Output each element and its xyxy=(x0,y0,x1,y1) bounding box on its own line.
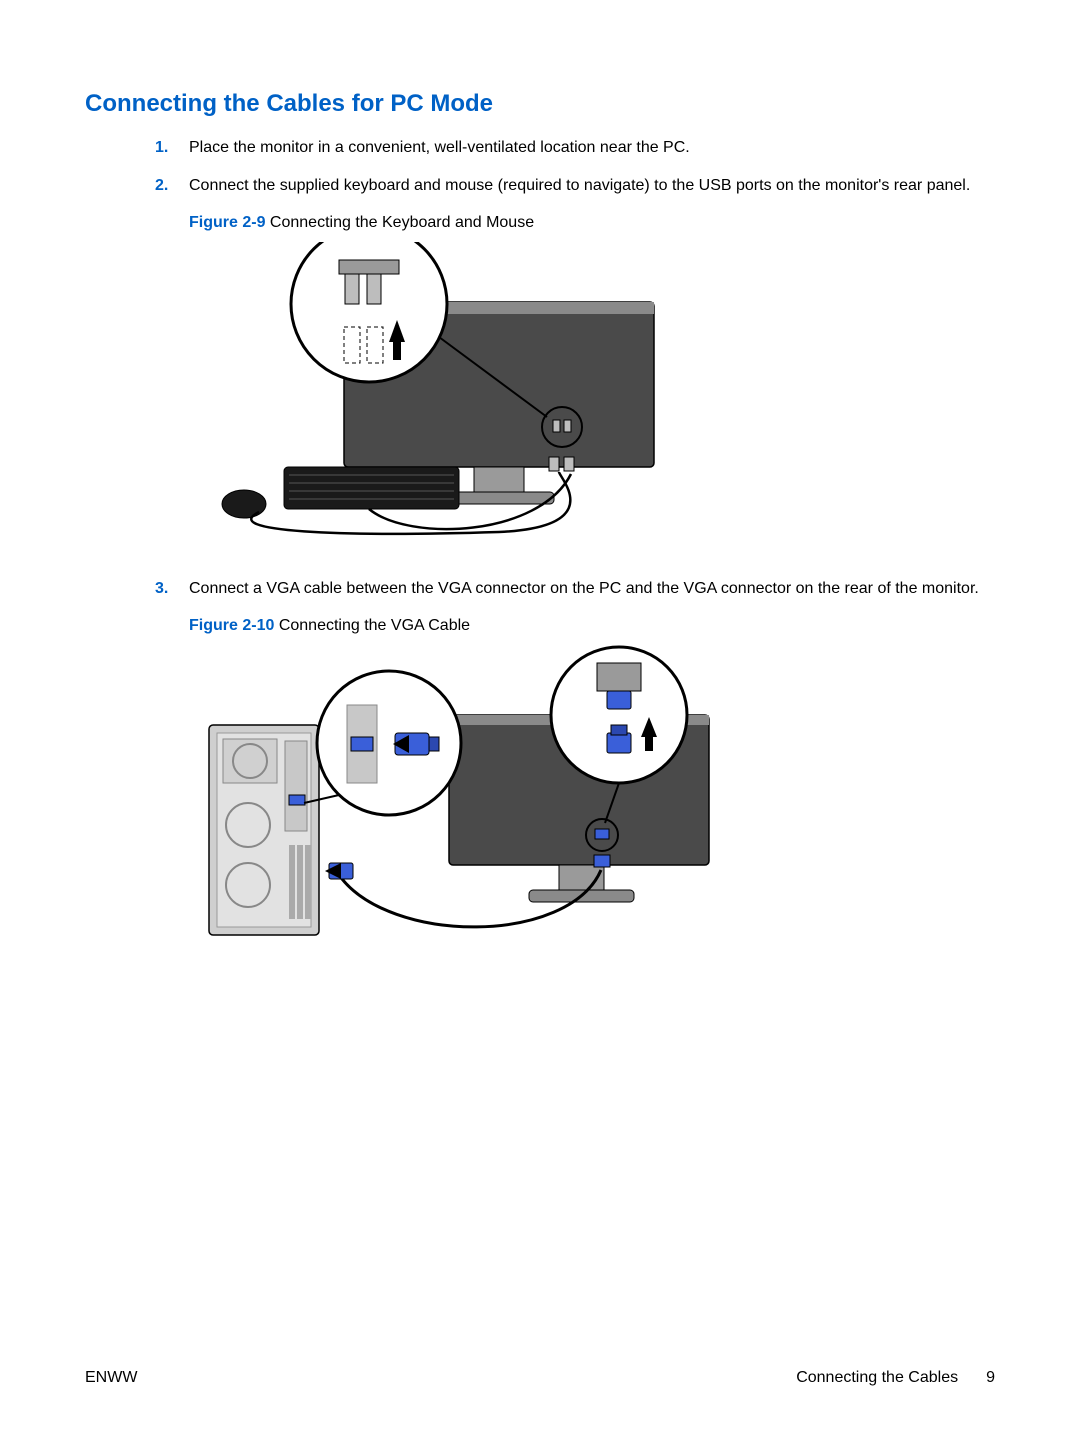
steps-list: 1. Place the monitor in a convenient, we… xyxy=(155,136,995,198)
figure-label: Figure 2-9 xyxy=(189,214,265,231)
step-text: Connect the supplied keyboard and mouse … xyxy=(189,174,995,198)
section-title: Connecting the Cables for PC Mode xyxy=(85,90,995,118)
figure-2-9 xyxy=(189,242,995,547)
step-text: Connect a VGA cable between the VGA conn… xyxy=(189,577,995,601)
figure-caption-text: Connecting the VGA Cable xyxy=(279,617,470,634)
steps-list-cont: 3. Connect a VGA cable between the VGA c… xyxy=(155,577,995,601)
keyboard-mouse-diagram-icon xyxy=(189,242,709,542)
document-page: Connecting the Cables for PC Mode 1. Pla… xyxy=(0,0,1080,1437)
step-item: 2. Connect the supplied keyboard and mou… xyxy=(155,174,995,198)
step-item: 3. Connect a VGA cable between the VGA c… xyxy=(155,577,995,601)
figure-2-10 xyxy=(189,645,995,970)
step-number: 3. xyxy=(155,577,189,601)
vga-cable-diagram-icon xyxy=(189,645,749,965)
page-footer: ENWW Connecting the Cables 9 xyxy=(85,1369,995,1387)
footer-right: Connecting the Cables 9 xyxy=(796,1369,995,1387)
figure-label: Figure 2-10 xyxy=(189,617,274,634)
step-number: 2. xyxy=(155,174,189,198)
step-text: Place the monitor in a convenient, well-… xyxy=(189,136,995,160)
figure-caption: Figure 2-9 Connecting the Keyboard and M… xyxy=(189,214,995,232)
step-number: 1. xyxy=(155,136,189,160)
footer-left: ENWW xyxy=(85,1369,137,1387)
step-item: 1. Place the monitor in a convenient, we… xyxy=(155,136,995,160)
figure-caption: Figure 2-10 Connecting the VGA Cable xyxy=(189,617,995,635)
footer-section: Connecting the Cables xyxy=(796,1369,958,1387)
figure-caption-text: Connecting the Keyboard and Mouse xyxy=(270,214,534,231)
footer-page-number: 9 xyxy=(986,1369,995,1387)
